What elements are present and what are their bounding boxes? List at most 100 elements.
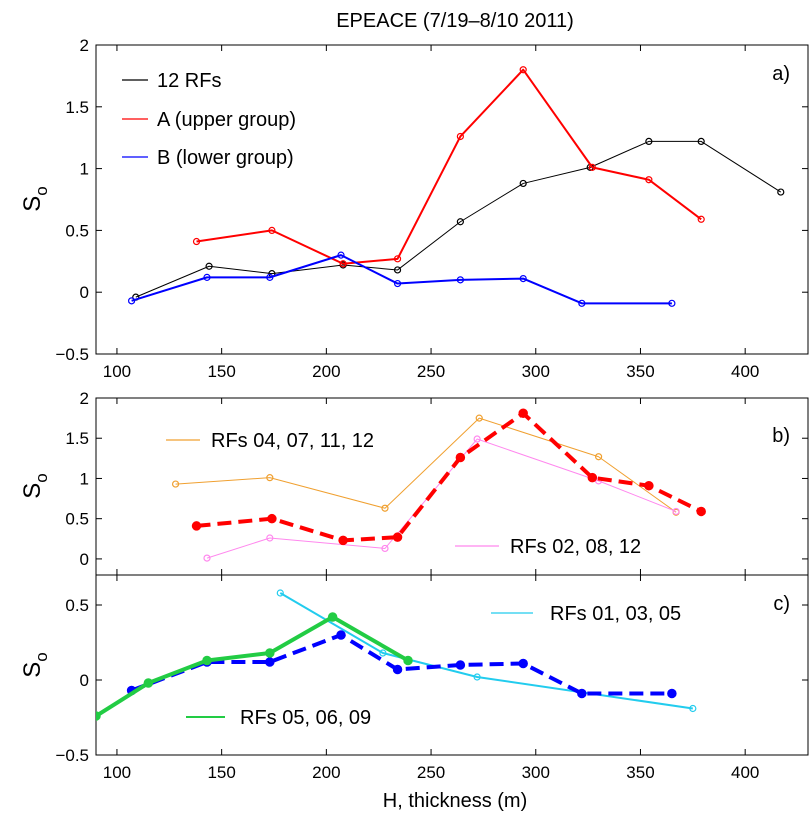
legend-label: RFs 02, 08, 12 [510,536,641,558]
series-line [175,417,677,513]
data-point [192,237,201,246]
data-point [519,66,527,74]
panel-c: 100 150 200 250 300 350 400 −0.5 0 0.5 So c) RFs 01,… [19,574,809,782]
panel-a: 100 150 200 250 300 350 400 −0.5 0 0.5 1 1.5 2 So a) 12… [19,36,809,381]
data-point [203,273,211,281]
x-tick-label: 400 [731,362,759,381]
x-tick-label: 100 [103,362,131,381]
data-point [519,275,527,283]
data-point [456,218,464,226]
series-line [131,254,672,305]
data-point [393,266,402,274]
data-point [265,648,275,658]
y-axis-label-subscript: o [32,186,51,195]
data-point [456,276,464,284]
data-point [393,279,402,288]
data-point [265,657,275,667]
data-point [519,179,527,188]
y-axis-label: So [19,186,51,211]
series-a-upper-group- [192,66,705,268]
y-axis-label-main: S [19,483,46,499]
y-tick-label: 0.5 [65,596,89,615]
data-point [96,711,101,721]
data-point [336,630,346,640]
legend-label: RFs 04, 07, 11, 12 [211,430,374,452]
legend-label: RFs 01, 03, 05 [550,603,681,625]
x-tick-label: 150 [207,362,235,381]
data-point [171,480,180,488]
data-point [266,273,274,281]
data-point [455,452,466,463]
x-tick-label: 350 [626,763,654,782]
data-point [672,507,680,516]
data-point [473,435,481,443]
data-point [587,472,598,483]
panel-b: 0 0.5 1 1.5 2 So b) RFs 04, 07, 11, 12 RFs 02, 0… [19,389,809,576]
legend-label: RFs 05, 06, 09 [240,707,371,729]
data-point [696,506,706,517]
data-point [578,299,586,307]
series-line [130,633,672,696]
plot-area [171,408,706,562]
data-point [667,688,677,699]
y-axis-label-main: S [19,196,46,212]
data-point [697,137,705,146]
y-tick-label: 0 [80,671,89,690]
data-point [202,655,212,666]
x-tick-label: 200 [312,763,340,782]
data-point [644,480,654,491]
series-line [196,68,702,265]
data-point [456,132,464,141]
series-b-lower-group- [128,251,676,307]
series-a-upper-group- [191,408,706,546]
data-point [266,534,274,542]
x-axis-label: H, thickness (m) [383,790,527,812]
y-tick-label: 1 [80,469,89,488]
data-point [266,474,274,482]
data-point [475,414,483,422]
data-point [381,544,389,553]
data-point [267,513,277,524]
x-tick-label: 250 [417,362,445,381]
y-axis-label-subscript: o [32,473,51,482]
data-point [392,664,403,675]
y-tick-label: 0 [80,550,89,569]
series-line [135,140,782,298]
panel-label: b) [772,425,790,447]
data-point [518,658,528,669]
legend-label: A (upper group) [157,109,296,131]
data-point [577,688,587,699]
panel-label: a) [772,63,790,85]
data-point [689,704,697,713]
y-tick-label: −0.5 [55,345,89,364]
plot-area [96,589,697,721]
data-point [205,262,213,270]
x-tick-label: 100 [103,763,131,782]
data-point [645,137,653,146]
data-point [518,408,528,419]
x-tick-label: 400 [731,763,759,782]
panel-label: c) [773,593,790,615]
y-tick-label: 0 [80,283,89,302]
plot-frame [95,397,809,576]
legend: RFs 01, 03, 05 RFs 05, 06, 09 [186,603,681,729]
y-tick-label: 2 [80,36,89,55]
series-rfs-05-06-09 [96,612,413,721]
data-point [392,532,403,542]
data-point [777,188,785,196]
data-point [128,297,136,305]
legend: 12 RFs A (upper group) B (lower group) [122,70,296,169]
y-tick-label: 1.5 [65,429,89,448]
y-tick-label: 2 [80,389,89,408]
y-tick-label: 1 [80,160,89,179]
data-point [473,673,481,681]
x-tick-label: 200 [312,362,340,381]
x-tick-label: 250 [417,763,445,782]
y-tick-label: 0.5 [65,221,89,240]
series-12-rfs [132,137,785,301]
data-point [338,535,348,546]
data-point [268,226,276,234]
data-point [327,612,338,622]
legend: RFs 04, 07, 11, 12 RFs 02, 08, 12 [166,430,641,558]
data-point [588,163,596,171]
